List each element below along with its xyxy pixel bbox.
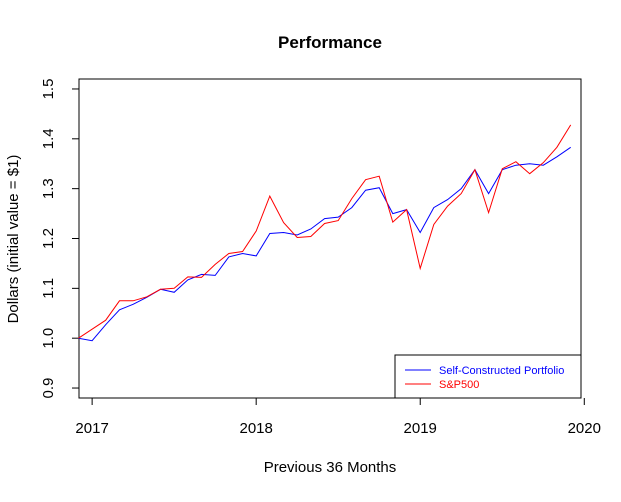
legend-label: Self-Constructed Portfolio: [439, 365, 564, 377]
series-line: [78, 146, 571, 342]
x-tick-label: 2020: [568, 420, 601, 437]
y-axis-label: Dollars (initial value = $1): [5, 155, 22, 324]
y-tick-label: 0.9: [40, 378, 57, 399]
y-axis: 0.9 1.0 1.1 1.2 1.3 1.4 1.5: [40, 79, 79, 399]
y-tick-label: 1.5: [40, 79, 57, 100]
x-tick-label: 2017: [75, 420, 108, 437]
chart-title: Performance: [278, 33, 382, 52]
legend-box: [394, 354, 582, 399]
legend: Self-Constructed Portfolio S&P500: [394, 354, 582, 399]
plot-frame: [78, 78, 582, 399]
x-tick-label: 2018: [239, 420, 272, 437]
y-tick-label: 1.4: [40, 128, 57, 149]
x-axis: 2017 2018 2019 2020: [75, 398, 601, 437]
legend-label: S&P500: [439, 379, 479, 391]
x-tick-label: 2019: [404, 420, 437, 437]
y-tick-label: 1.2: [40, 228, 57, 249]
y-tick-label: 1.3: [40, 178, 57, 199]
series-line: [78, 124, 572, 339]
x-axis-label: Previous 36 Months: [264, 459, 397, 476]
y-tick-label: 1.1: [40, 278, 57, 299]
y-tick-label: 1.0: [40, 328, 57, 349]
series-lines: [78, 124, 572, 342]
